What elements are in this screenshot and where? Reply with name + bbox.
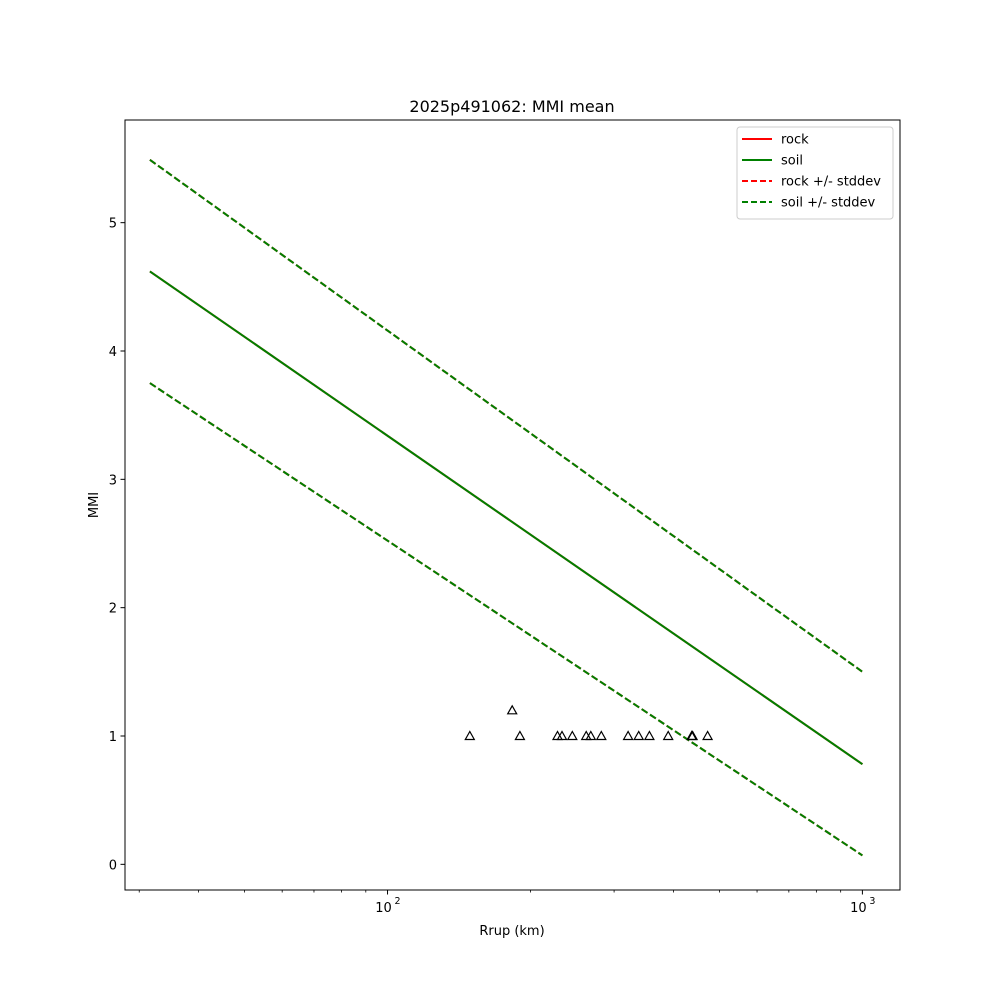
observation-point <box>622 730 634 741</box>
observation-point <box>595 730 607 741</box>
observation-point <box>556 730 568 741</box>
series-line-lower-3 <box>149 382 863 857</box>
y-tick-label: 2 <box>109 602 117 617</box>
legend-box <box>736 126 894 220</box>
x-tick-label: 10 <box>375 901 392 916</box>
plot-area <box>124 119 901 891</box>
legend-entry: rock <box>781 133 809 148</box>
observation-point <box>643 730 655 741</box>
x-axis-label: Rrup (km) <box>479 924 544 939</box>
y-tick-label: 5 <box>109 217 117 232</box>
observation-point <box>506 704 518 715</box>
legend-entry: soil <box>781 154 803 169</box>
x-tick-exponent: 3 <box>869 896 875 907</box>
x-tick-exponent: 2 <box>395 896 401 907</box>
x-tick-label: 10 <box>850 901 867 916</box>
x-axis-ticks: 10 2 10 3 <box>138 890 875 916</box>
observation-point <box>464 730 476 741</box>
observation-point <box>702 730 714 741</box>
observation-point <box>585 730 597 741</box>
series-line-3 <box>149 158 863 673</box>
series-line-1 <box>149 270 863 766</box>
observation-point <box>514 730 526 741</box>
chart-title: 2025p491062: MMI mean <box>409 97 614 116</box>
plot-frame <box>124 119 901 891</box>
observation-point <box>687 730 699 741</box>
y-tick-label: 1 <box>109 730 117 745</box>
y-axis-ticks: 0 1 2 3 4 5 <box>109 217 125 873</box>
observation-point <box>633 730 645 741</box>
observation-point <box>662 730 674 741</box>
y-axis-label: MMI <box>87 492 102 518</box>
legend-entry: rock +/- stddev <box>781 175 881 190</box>
y-tick-label: 4 <box>109 345 117 360</box>
y-tick-label: 0 <box>109 858 117 873</box>
legend: rock soil rock +/- stddev soil +/- stddev <box>736 126 894 220</box>
y-tick-label: 3 <box>109 473 117 488</box>
legend-entry: soil +/- stddev <box>781 196 876 211</box>
observation-point <box>566 730 578 741</box>
